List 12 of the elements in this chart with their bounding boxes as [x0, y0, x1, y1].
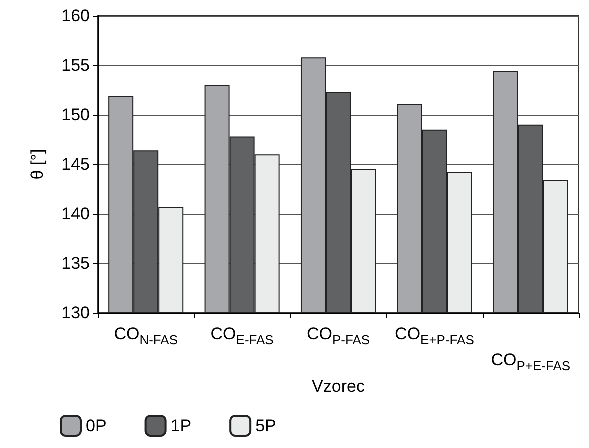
legend-label: 5P: [256, 416, 276, 436]
y-tick-label: 160: [62, 6, 90, 26]
y-axis-title: θ [°]: [28, 149, 47, 180]
legend-label: 1P: [170, 416, 192, 436]
y-tick-label: 145: [62, 155, 90, 174]
legend-label: 0P: [86, 416, 107, 436]
x-axis-title: Vzorec: [312, 376, 366, 396]
y-tick-label: 150: [62, 106, 90, 124]
y-tick-label: 155: [62, 56, 90, 75]
y-tick-label: 140: [62, 204, 90, 224]
y-tick-label: 135: [62, 254, 90, 273]
y-tick-label: 130: [62, 304, 90, 322]
